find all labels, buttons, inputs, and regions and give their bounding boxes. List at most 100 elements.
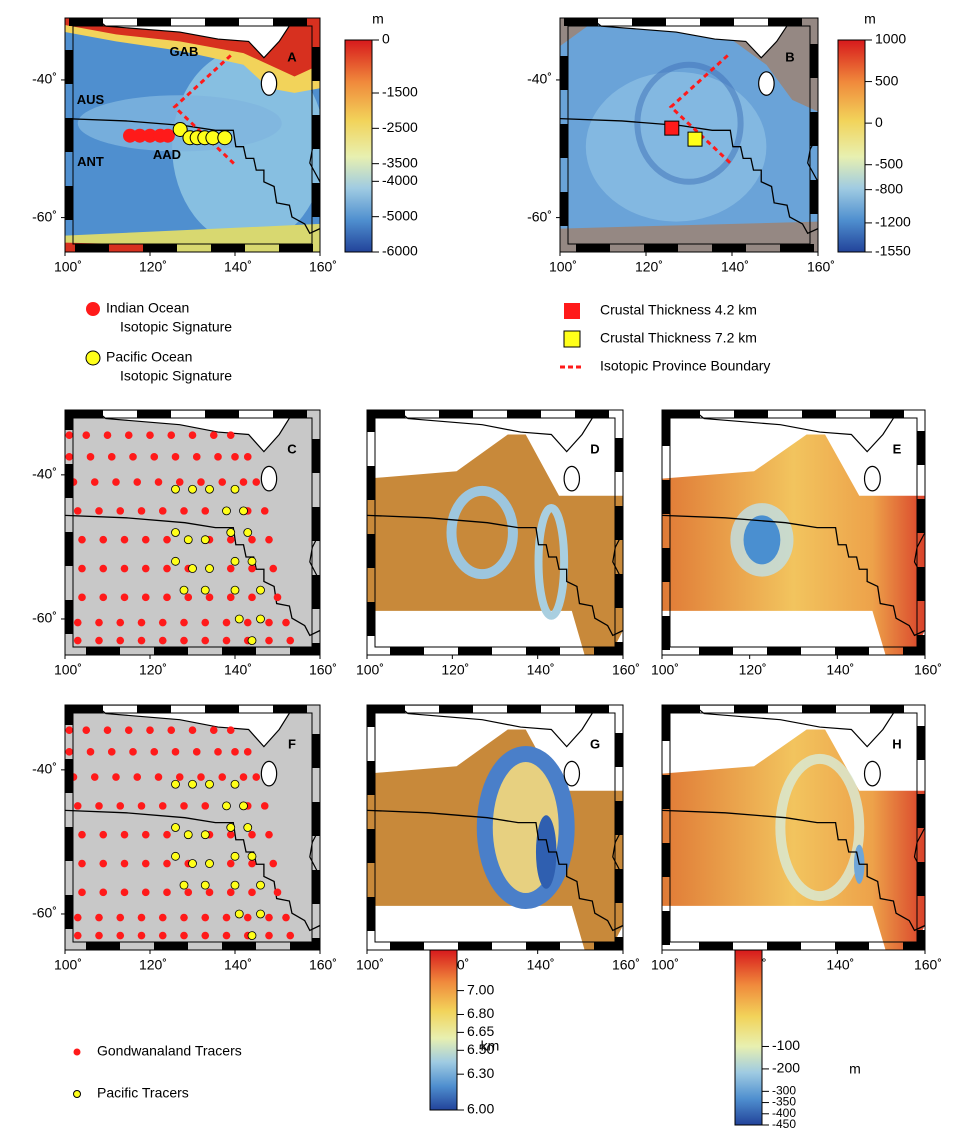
colorbar-tick-label: 7.00 [467,981,494,997]
x-tick-label: 120˚ [139,259,167,275]
tracer [201,881,209,889]
tracer [274,594,282,602]
tracer [74,619,82,627]
colorbar-tick-label: 6.65 [467,1023,494,1039]
tracer [99,831,107,839]
tracer [172,824,180,832]
x-tick-label: 120˚ [739,662,767,678]
tracer [193,748,201,756]
colorbar [838,40,865,252]
map-panel [367,410,623,655]
y-tick-label: -60˚ [32,610,57,626]
tracer [261,507,269,515]
tracer [223,637,231,645]
tracer [257,586,265,594]
tracer [159,619,167,627]
tracer [180,637,188,645]
tracer [172,485,180,493]
map-panel [560,18,818,252]
tracer [189,565,197,573]
tracer [206,485,214,493]
colorbar-tick-label: -1200 [875,214,911,230]
tracer [87,748,95,756]
tracer [159,932,167,940]
tracer [231,557,239,565]
colorbar-unit: m [864,11,876,27]
tracer [167,431,175,439]
tracer [78,889,86,897]
x-tick-label: 160˚ [309,259,337,275]
colorbar-tick-label: 6.50 [467,1041,494,1057]
panel-label: G [590,736,600,751]
tracer [206,565,214,573]
tracer [121,565,129,573]
y-tick-label: -40˚ [32,71,57,87]
tracer [172,453,180,461]
x-tick-label: 140˚ [527,662,555,678]
tracer [104,431,112,439]
tracer [244,824,252,832]
map-background [65,705,320,950]
map-feature [564,761,579,786]
page: GABAUSANTAADA100˚120˚140˚160˚-40˚-60˚B10… [0,0,955,1143]
tracer [78,594,86,602]
tracer [227,565,235,573]
tracer [99,594,107,602]
tracer [129,748,137,756]
map-feature [261,761,276,786]
tracer [189,431,197,439]
tracer [231,881,239,889]
tracer [146,726,154,734]
x-tick-label: 160˚ [309,662,337,678]
tracer [180,932,188,940]
tracer [235,910,243,918]
tracer [286,932,294,940]
tracer [265,536,273,544]
panel-label: F [288,736,296,751]
tracer [252,773,260,781]
tracer [95,507,103,515]
colorbar-tick-label: 6.00 [467,1101,494,1117]
tracer [257,615,265,623]
tracer [172,557,180,565]
x-tick-label: 140˚ [826,662,854,678]
tracer [197,478,205,486]
colorbar-unit: m [849,1061,861,1077]
tracer [108,453,116,461]
tracer [227,536,235,544]
tracer [244,748,252,756]
colorbar-tick-label: -5000 [382,207,418,223]
tracer [201,802,209,810]
colorbar-tick-label: -2500 [382,119,418,135]
tracer [193,453,201,461]
legend-label: Isotopic Signature [120,319,232,335]
panel-label: D [590,441,599,456]
x-tick-label: 160˚ [914,662,942,678]
isotope-sample [218,131,232,145]
map-panel [367,705,623,950]
tracer [142,536,150,544]
x-tick-label: 140˚ [224,662,252,678]
tracer [95,802,103,810]
panel-label: H [892,736,901,751]
tracer [269,860,277,868]
tracer [206,594,214,602]
tracer [248,889,256,897]
map-feature [744,515,781,564]
x-tick-label: 160˚ [807,259,835,275]
tracer [265,932,273,940]
tracer [133,478,141,486]
y-tick-label: -60˚ [32,905,57,921]
tracer [244,529,252,537]
tracer [138,802,146,810]
y-tick-label: -40˚ [527,71,552,87]
region-label: ANT [77,154,104,169]
tracer [159,507,167,515]
tracer [74,802,82,810]
tracer [95,914,103,922]
tracer [223,932,231,940]
x-tick-label: 140˚ [224,957,252,973]
colorbar-tick-label: 0 [382,31,390,47]
map-feature [564,466,579,491]
tracer [231,586,239,594]
